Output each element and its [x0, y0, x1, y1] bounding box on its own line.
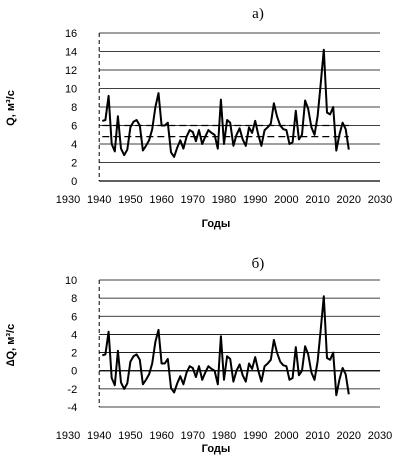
axes-b: [98, 280, 380, 407]
y-tick-label: 4: [71, 329, 77, 341]
y-tick-label: 0: [71, 366, 77, 378]
x-tick-label: 1980: [212, 194, 236, 206]
y-tick-label: 6: [71, 121, 77, 133]
x-tick-label: 2030: [368, 194, 392, 206]
y-tick-labels-a: 0 2 4 6 8 10 12 14 16: [65, 28, 77, 188]
x-tick-label: 1950: [118, 430, 142, 442]
x-tick-label: 2000: [274, 430, 298, 442]
x-tick-label: 2030: [368, 430, 392, 442]
y-tick-label: 10: [65, 275, 77, 287]
grid-a: [99, 32, 380, 182]
x-tick-label: 2010: [305, 194, 329, 206]
x-tick-labels-b: 1930 1940 1950 1960 1970 1980 1990 2000 2010 2020…: [56, 430, 392, 442]
chart-title-a: а): [252, 6, 264, 22]
y-tick-label: 16: [65, 28, 77, 40]
y-tick-label: 8: [71, 102, 77, 114]
y-tick-label: 10: [65, 84, 77, 96]
series-line: [102, 295, 350, 397]
x-tick-label: 1940: [87, 194, 111, 206]
y-axis-label-a: Q, м³/с: [5, 90, 17, 126]
x-tick-label: 1970: [181, 194, 205, 206]
y-tick-labels-b: -4 -2 0 2 4 6 8 10: [65, 275, 77, 414]
x-tick-label: 1960: [149, 194, 173, 206]
x-tick-label: 1960: [149, 430, 173, 442]
series-line: [102, 48, 350, 158]
y-tick-label: 4: [71, 139, 77, 151]
y-tick-label: 6: [71, 311, 77, 323]
x-axis-label-b: Годы: [202, 443, 231, 455]
y-tick-label: -4: [67, 402, 77, 414]
y-tick-label: 14: [65, 47, 77, 59]
x-tick-label: 1970: [181, 430, 205, 442]
x-tick-label: 1930: [56, 194, 80, 206]
x-tick-label: 2010: [305, 430, 329, 442]
y-tick-label: 0: [71, 176, 77, 188]
y-tick-label: 8: [71, 293, 77, 305]
x-tick-label: 1930: [56, 430, 80, 442]
axes-a: [98, 33, 380, 182]
x-tick-label: 1940: [87, 430, 111, 442]
series-a: [102, 48, 350, 158]
x-tick-label: 1990: [243, 430, 267, 442]
y-tick-label: 2: [71, 348, 77, 360]
chart-title-b: б): [252, 256, 265, 272]
x-tick-labels-a: 1930 1940 1950 1960 1970 1980 1990 2000 2010 2020…: [56, 194, 392, 206]
x-tick-label: 2020: [337, 430, 361, 442]
x-tick-label: 1980: [212, 430, 236, 442]
y-tick-label: 12: [65, 65, 77, 77]
x-tick-label: 1990: [243, 194, 267, 206]
y-tick-label: 2: [71, 158, 77, 170]
x-tick-label: 2000: [274, 194, 298, 206]
x-tick-label: 2020: [337, 194, 361, 206]
x-tick-label: 1950: [118, 194, 142, 206]
x-axis-label-a: Годы: [202, 218, 231, 230]
chart-panel-a: а) 0 2 4 6 8 10 12 14 16 1930 1940 1950 1960 1970 198…: [5, 6, 392, 230]
series-b: [102, 295, 350, 397]
y-tick-label: -2: [67, 384, 77, 396]
y-axis-label-b: ∆Q, м³/с: [5, 324, 17, 366]
